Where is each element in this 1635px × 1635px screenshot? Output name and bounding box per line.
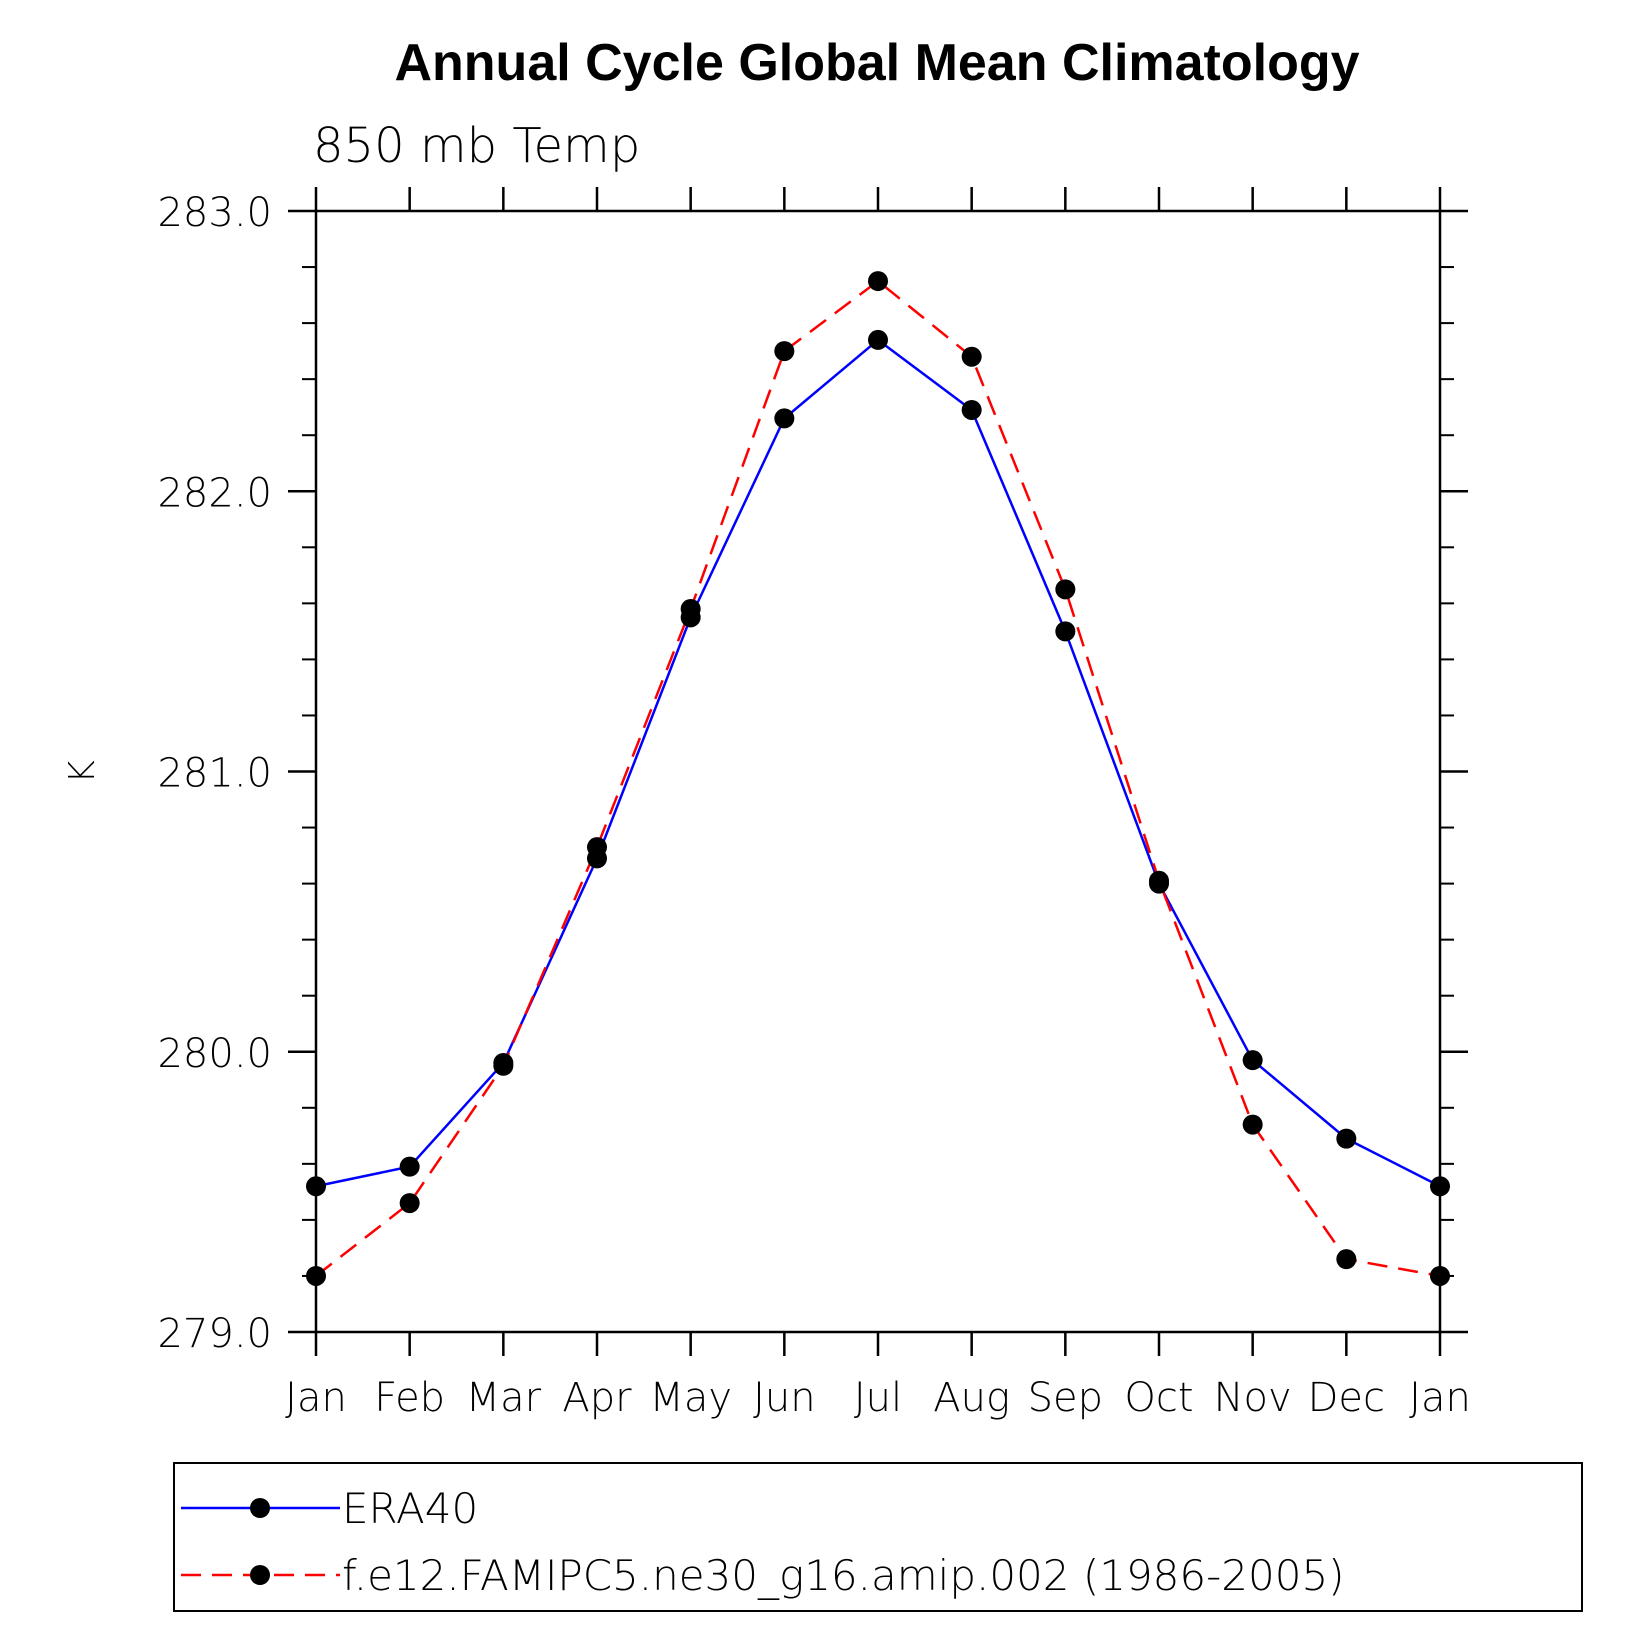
x-tick-label: Dec [1308, 1375, 1385, 1421]
legend-box [173, 1462, 1583, 1612]
x-tick-label: Sep [1028, 1375, 1103, 1421]
x-tick-label: Oct [1124, 1375, 1193, 1421]
data-point-series-1 [868, 271, 888, 292]
chart-subtitle: 850 mb Temp [313, 118, 640, 174]
data-point-series-1 [1430, 1265, 1450, 1286]
data-point-series-0 [1242, 1050, 1263, 1071]
x-tick-label: Mar [466, 1375, 542, 1421]
x-tick-label: Nov [1214, 1375, 1292, 1421]
y-tick-label: 281.0 [157, 751, 272, 797]
plot-frame [314, 209, 1442, 1334]
data-point-series-0 [399, 1156, 420, 1177]
data-point-series-0 [868, 329, 888, 350]
data-point-series-1 [680, 598, 701, 619]
data-point-series-1 [493, 1055, 514, 1076]
series-markers [306, 271, 1450, 1286]
axis-ticks [288, 187, 1468, 1356]
data-point-series-1 [1242, 1114, 1263, 1135]
legend-marker-0 [250, 1498, 270, 1518]
tick-labels: Jan Feb Mar Apr May Jun Jul Aug Sep Oct Nov Dec Jan 2… [157, 190, 1470, 1421]
data-point-series-0 [1430, 1176, 1450, 1197]
data-point-series-1 [1149, 870, 1169, 891]
y-axis-label: K [62, 760, 103, 784]
data-point-series-1 [774, 341, 795, 362]
y-tick-label: 279.0 [157, 1311, 272, 1357]
x-tick-label: Apr [562, 1375, 632, 1421]
data-point-series-1 [961, 346, 982, 367]
x-tick-label: May [649, 1375, 732, 1421]
x-tick-label: Aug [933, 1375, 1010, 1421]
series-line-1 [315, 279, 1441, 1278]
y-tick-label: 283.0 [157, 190, 272, 236]
data-point-series-0 [1336, 1128, 1357, 1149]
data-point-series-1 [1336, 1249, 1357, 1270]
data-point-series-0 [961, 399, 982, 420]
chart-title: Annual Cycle Global Mean Climatology [394, 34, 1359, 92]
data-point-series-1 [587, 837, 607, 858]
data-point-series-0 [306, 1176, 326, 1197]
series-lines [315, 279, 1441, 1278]
y-tick-label: 280.0 [157, 1031, 272, 1077]
series-line-0 [315, 338, 1441, 1188]
x-tick-label: Feb [374, 1375, 445, 1421]
legend-items: ERA40 f.e12.FAMIPC5.ne30_g16.amip.002 (19… [181, 1484, 1345, 1600]
x-tick-label: Jan [1409, 1375, 1471, 1421]
legend: ERA40 f.e12.FAMIPC5.ne30_g16.amip.002 (19… [173, 1462, 1583, 1612]
x-tick-label: Jun [753, 1375, 816, 1421]
legend-marker-1 [250, 1565, 270, 1585]
legend-label-0: ERA40 [342, 1484, 478, 1533]
data-point-series-1 [399, 1193, 420, 1214]
data-point-series-1 [1055, 579, 1076, 600]
data-point-series-0 [1055, 621, 1076, 642]
y-tick-label: 282.0 [157, 470, 272, 516]
data-point-series-1 [306, 1265, 326, 1286]
x-tick-label: Jul [854, 1375, 902, 1421]
x-tick-label: Jan [285, 1375, 347, 1421]
data-point-series-0 [774, 408, 795, 429]
legend-label-1: f.e12.FAMIPC5.ne30_g16.amip.002 (1986-20… [342, 1551, 1345, 1600]
